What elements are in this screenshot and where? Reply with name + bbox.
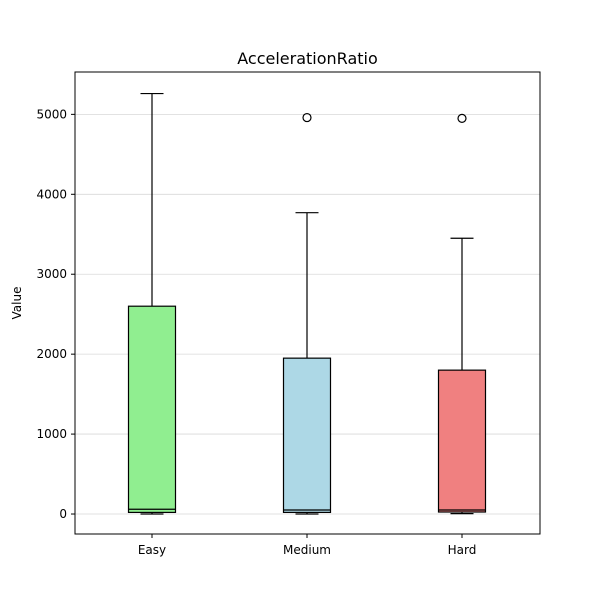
x-tick-label: Easy xyxy=(138,543,166,557)
y-tick-label: 0 xyxy=(59,507,67,521)
x-tick-label: Medium xyxy=(283,543,331,557)
boxes xyxy=(127,92,487,515)
chart-title: AccelerationRatio xyxy=(237,49,378,68)
y-tick-label: 5000 xyxy=(36,107,67,121)
y-axis-label: Value xyxy=(10,287,24,320)
x-tick-label: Hard xyxy=(448,543,477,557)
y-tick-label: 3000 xyxy=(36,267,67,281)
box-easy xyxy=(127,92,177,515)
box-hard xyxy=(437,113,487,515)
box-medium xyxy=(282,112,332,515)
box-iqr xyxy=(127,305,177,514)
box-iqr xyxy=(282,357,332,514)
y-axis-ticks: 0 1000 2000 3000 4000 5000 xyxy=(36,107,75,521)
y-tick-label: 1000 xyxy=(36,427,67,441)
outlier-point xyxy=(457,113,467,123)
box-iqr xyxy=(437,369,487,513)
y-tick-label: 2000 xyxy=(36,347,67,361)
y-tick-label: 4000 xyxy=(36,187,67,201)
x-axis-ticks: Easy Medium Hard xyxy=(138,534,477,557)
outlier-point xyxy=(302,112,312,123)
